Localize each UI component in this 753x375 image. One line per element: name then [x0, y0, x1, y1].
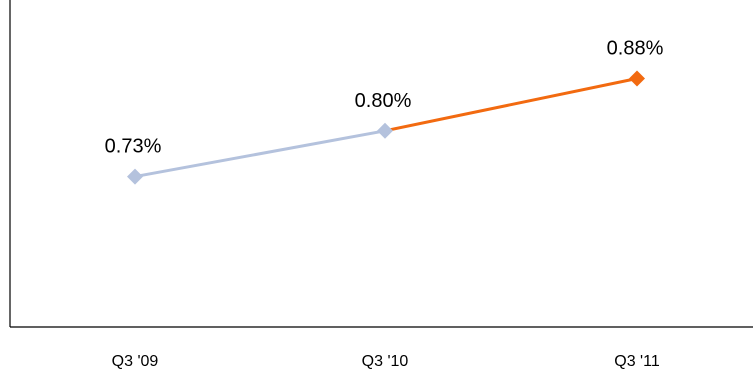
x-tick-labels: Q3 '09 Q3 '10 Q3 '11 [112, 353, 660, 370]
chart-axes [9, 0, 753, 328]
x-tick-label-0: Q3 '09 [112, 353, 159, 370]
series-segment-1 [384, 77, 638, 133]
data-point-marker-1 [377, 122, 393, 139]
data-label-2: 0.88% [607, 37, 664, 59]
data-labels: 0.73% 0.80% 0.88% [105, 37, 664, 157]
data-label-1: 0.80% [355, 90, 412, 112]
x-tick-label-1: Q3 '10 [362, 353, 409, 370]
data-point-marker-2 [629, 70, 645, 87]
data-label-0: 0.73% [105, 136, 162, 158]
x-tick-label-2: Q3 '11 [614, 353, 660, 370]
series-markers [127, 70, 645, 185]
series-segment-0 [134, 129, 386, 179]
series-segments [134, 77, 638, 179]
data-point-marker-0 [127, 168, 143, 185]
